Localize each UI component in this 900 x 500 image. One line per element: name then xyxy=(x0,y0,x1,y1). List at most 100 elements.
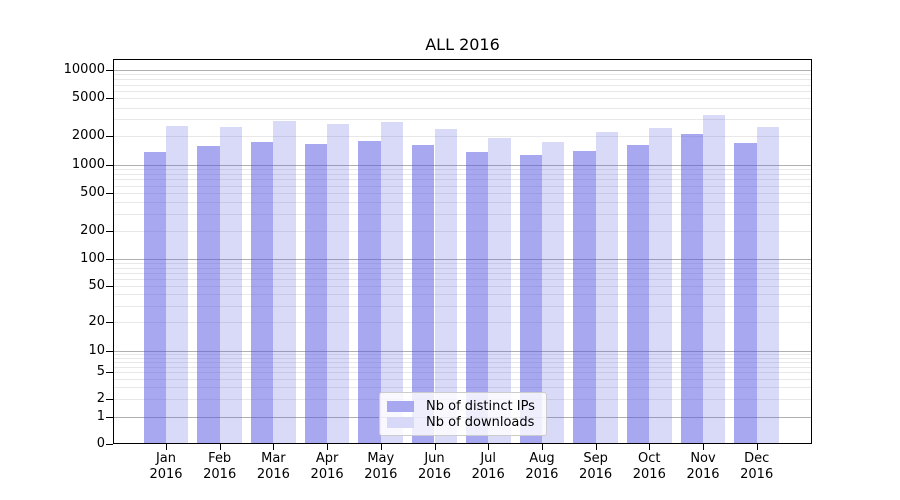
x-tick-label-feb-2016: Feb 2016 xyxy=(203,451,237,482)
x-tick-mark xyxy=(327,444,329,450)
y-tick-mark xyxy=(106,230,113,232)
y-gridline-minor xyxy=(114,185,811,187)
bar-nb-of-downloads-jan-2016 xyxy=(166,125,189,444)
x-tick-label-apr-2016: Apr 2016 xyxy=(310,451,344,482)
y-tick-label: 10000 xyxy=(63,62,105,77)
bar-nb-of-downloads-nov-2016 xyxy=(703,114,726,444)
y-gridline-minor xyxy=(114,387,811,389)
bar-nb-of-downloads-apr-2016 xyxy=(327,123,350,444)
y-gridline-minor xyxy=(114,278,811,280)
bar-nb-of-downloads-may-2016 xyxy=(380,121,404,444)
bar-nb-of-distinct-ips-dec-2016 xyxy=(734,143,757,444)
bar-nb-of-distinct-ips-jan-2016 xyxy=(143,151,166,444)
y-gridline-minor xyxy=(114,179,811,181)
x-tick-mark xyxy=(434,444,436,450)
y-tick-mark xyxy=(106,285,113,287)
bar-nb-of-distinct-ips-oct-2016 xyxy=(626,144,650,444)
y-gridline-minor xyxy=(114,107,811,109)
x-tick-label-dec-2016: Dec 2016 xyxy=(740,451,774,482)
legend-item-downloads: Nb of downloads xyxy=(387,414,538,430)
x-tick-label-aug-2016: Aug 2016 xyxy=(525,451,559,482)
y-tick-mark xyxy=(106,70,113,71)
y-tick-label: 50 xyxy=(88,277,105,293)
y-gridline-major xyxy=(114,351,811,352)
y-gridline-minor xyxy=(114,90,811,92)
x-tick-mark xyxy=(166,444,167,450)
y-tick-label: 20 xyxy=(88,314,105,329)
x-tick-mark xyxy=(649,444,651,450)
legend: Nb of distinct IPs Nb of downloads xyxy=(379,392,547,436)
x-tick-mark xyxy=(541,444,543,450)
bar-nb-of-distinct-ips-feb-2016 xyxy=(197,145,220,444)
legend-label-downloads: Nb of downloads xyxy=(426,414,535,430)
y-tick-mark xyxy=(106,136,113,137)
y-gridline-minor xyxy=(114,79,811,81)
y-gridline-minor xyxy=(114,263,811,265)
y-gridline-major xyxy=(114,164,811,166)
y-tick-mark xyxy=(106,416,113,418)
y-gridline-minor xyxy=(114,136,811,137)
y-gridline-major xyxy=(114,70,811,71)
legend-item-distinct-ips: Nb of distinct IPs xyxy=(387,398,538,414)
y-gridline-minor xyxy=(114,322,811,323)
bar-nb-of-distinct-ips-apr-2016 xyxy=(304,144,328,444)
legend-swatch-distinct-ips xyxy=(387,400,414,412)
y-gridline-minor xyxy=(114,173,811,175)
chart-title: ALL 2016 xyxy=(425,35,500,54)
y-gridline-minor xyxy=(114,362,811,363)
x-tick-mark xyxy=(703,444,704,450)
x-tick-label-sep-2016: Sep 2016 xyxy=(579,451,613,482)
y-gridline-minor xyxy=(114,378,811,380)
x-tick-label-nov-2016: Nov 2016 xyxy=(686,451,720,482)
y-tick-label: 200 xyxy=(80,222,105,238)
bar-nb-of-downloads-jun-2016 xyxy=(434,129,457,444)
y-gridline-minor xyxy=(114,272,811,274)
y-tick-mark xyxy=(106,98,113,100)
y-gridline-minor xyxy=(114,305,811,307)
y-gridline-minor xyxy=(114,202,811,204)
y-gridline-minor xyxy=(114,193,811,195)
y-tick-mark xyxy=(106,351,113,352)
y-tick-label: 5 xyxy=(96,364,105,380)
y-tick-mark xyxy=(106,322,113,323)
y-gridline-minor xyxy=(114,169,811,170)
bar-nb-of-distinct-ips-mar-2016 xyxy=(251,142,274,444)
y-gridline-major xyxy=(114,259,811,261)
y-gridline-minor xyxy=(114,354,811,356)
legend-swatch-downloads xyxy=(387,416,414,428)
x-tick-label-mar-2016: Mar 2016 xyxy=(256,451,290,482)
bar-nb-of-distinct-ips-aug-2016 xyxy=(519,154,542,444)
bar-nb-of-downloads-oct-2016 xyxy=(649,128,672,444)
x-tick-mark xyxy=(756,444,758,450)
y-tick-label: 10 xyxy=(88,343,105,358)
x-tick-mark xyxy=(219,444,221,450)
y-gridline-minor xyxy=(114,267,811,269)
bar-nb-of-distinct-ips-sep-2016 xyxy=(573,150,596,444)
bar-nb-of-downloads-mar-2016 xyxy=(273,120,296,444)
legend-label-distinct-ips: Nb of distinct IPs xyxy=(426,398,535,414)
bar-nb-of-distinct-ips-may-2016 xyxy=(358,140,381,444)
x-tick-label-jul-2016: Jul 2016 xyxy=(471,451,505,482)
bar-nb-of-downloads-sep-2016 xyxy=(595,131,618,444)
y-tick-label: 5000 xyxy=(71,90,105,106)
y-tick-mark xyxy=(106,372,113,374)
y-gridline-minor xyxy=(114,214,811,216)
x-tick-mark xyxy=(273,444,275,450)
y-tick-mark xyxy=(106,399,113,400)
y-tick-mark xyxy=(106,193,113,195)
y-tick-label: 1 xyxy=(96,408,105,424)
y-tick-label: 2000 xyxy=(71,128,105,143)
bar-nb-of-downloads-dec-2016 xyxy=(756,126,780,444)
y-tick-mark xyxy=(106,444,113,445)
x-tick-mark xyxy=(488,444,490,450)
y-tick-label: 100 xyxy=(80,251,105,267)
y-tick-mark xyxy=(106,164,113,166)
bar-nb-of-downloads-jul-2016 xyxy=(488,137,511,444)
bar-nb-of-distinct-ips-nov-2016 xyxy=(680,134,703,444)
bar-nb-of-downloads-aug-2016 xyxy=(541,141,565,444)
bar-nb-of-distinct-ips-jul-2016 xyxy=(465,152,489,444)
y-gridline-minor xyxy=(114,294,811,296)
y-gridline-minor xyxy=(114,285,811,287)
y-gridline-minor xyxy=(114,230,811,232)
